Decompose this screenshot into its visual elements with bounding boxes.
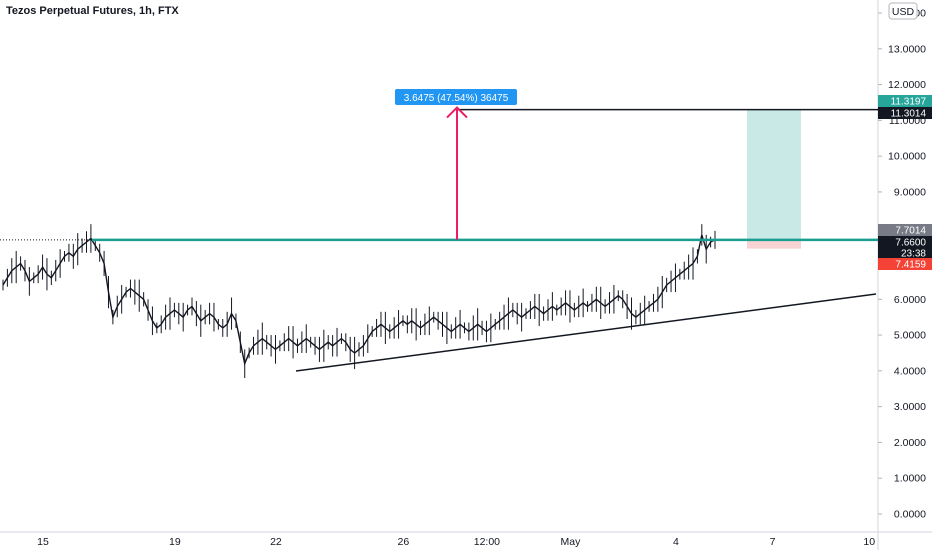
drawn-lines: 3.6475 (47.54%) 36475: [92, 89, 878, 372]
x-tick-label: 4: [673, 536, 679, 548]
price-series: [0, 224, 716, 379]
price-badge-text: 11.3014: [891, 109, 927, 120]
price-badge-box: [878, 95, 932, 107]
time-axis[interactable]: 15 19 22 26 12:00 May 4 7 10: [37, 536, 875, 548]
y-tick-label: 10.0000: [888, 151, 926, 163]
price-badge-text: 11.3197: [891, 97, 927, 108]
measure-label: 3.6475 (47.54%) 36475: [395, 89, 517, 105]
y-tick-label: 3.0000: [894, 401, 926, 413]
currency-label: USD: [888, 2, 918, 20]
measure-label-text: 3.6475 (47.54%) 36475: [404, 93, 509, 104]
price-badge-box: [878, 224, 932, 236]
y-tick-label: 1.0000: [894, 473, 926, 485]
x-tick-label: 22: [270, 536, 282, 548]
measure-arrow-head: [446, 106, 468, 119]
x-tick-label: 7: [770, 536, 776, 548]
y-tick-label: 6.0000: [894, 294, 926, 306]
currency-text: USD: [892, 6, 915, 18]
price-badge: 23:38: [878, 247, 932, 260]
x-tick-label: 10: [863, 536, 875, 548]
x-tick-label: 26: [398, 536, 410, 548]
target-zone: [747, 109, 801, 240]
y-tick-label: 2.0000: [894, 437, 926, 449]
x-tick-label: May: [560, 536, 581, 548]
price-badge: 7.4159: [878, 258, 932, 271]
x-tick-label: 19: [169, 536, 181, 548]
currency-box: [888, 2, 918, 20]
price-badge-text: 7.4159: [895, 260, 926, 271]
x-tick-label: 15: [37, 536, 49, 548]
price-badge: 7.7014: [878, 224, 932, 237]
y-tick-label: 4.0000: [894, 365, 926, 377]
chart-title: Tezos Perpetual Futures, 1h, FTX: [6, 5, 179, 17]
stop-zone: [747, 239, 801, 249]
y-tick-label: 13.0000: [888, 43, 926, 55]
price-badge: 7.6600: [878, 236, 932, 249]
zones-layer: [747, 109, 801, 249]
measure-label-box: [395, 89, 517, 105]
price-badge-text: 23:38: [901, 249, 926, 260]
x-tick-label: 12:00: [474, 536, 500, 548]
y-tick-label: 0.0000: [894, 509, 926, 521]
price-badge-box: [878, 236, 932, 248]
y-tick-label: 5.0000: [894, 330, 926, 342]
price-badge-box: [878, 247, 932, 259]
price-badge: 11.3014: [878, 107, 932, 120]
price-badge-box: [878, 258, 932, 270]
price-badge-text: 7.6600: [895, 238, 926, 249]
price-badge: 11.3197: [878, 95, 932, 108]
price-badge-box: [878, 107, 932, 119]
price-badge-text: 7.7014: [895, 226, 926, 237]
y-tick-label: 12.0000: [888, 79, 926, 91]
y-tick-label: 9.0000: [894, 186, 926, 198]
support-trendline: [295, 293, 877, 372]
